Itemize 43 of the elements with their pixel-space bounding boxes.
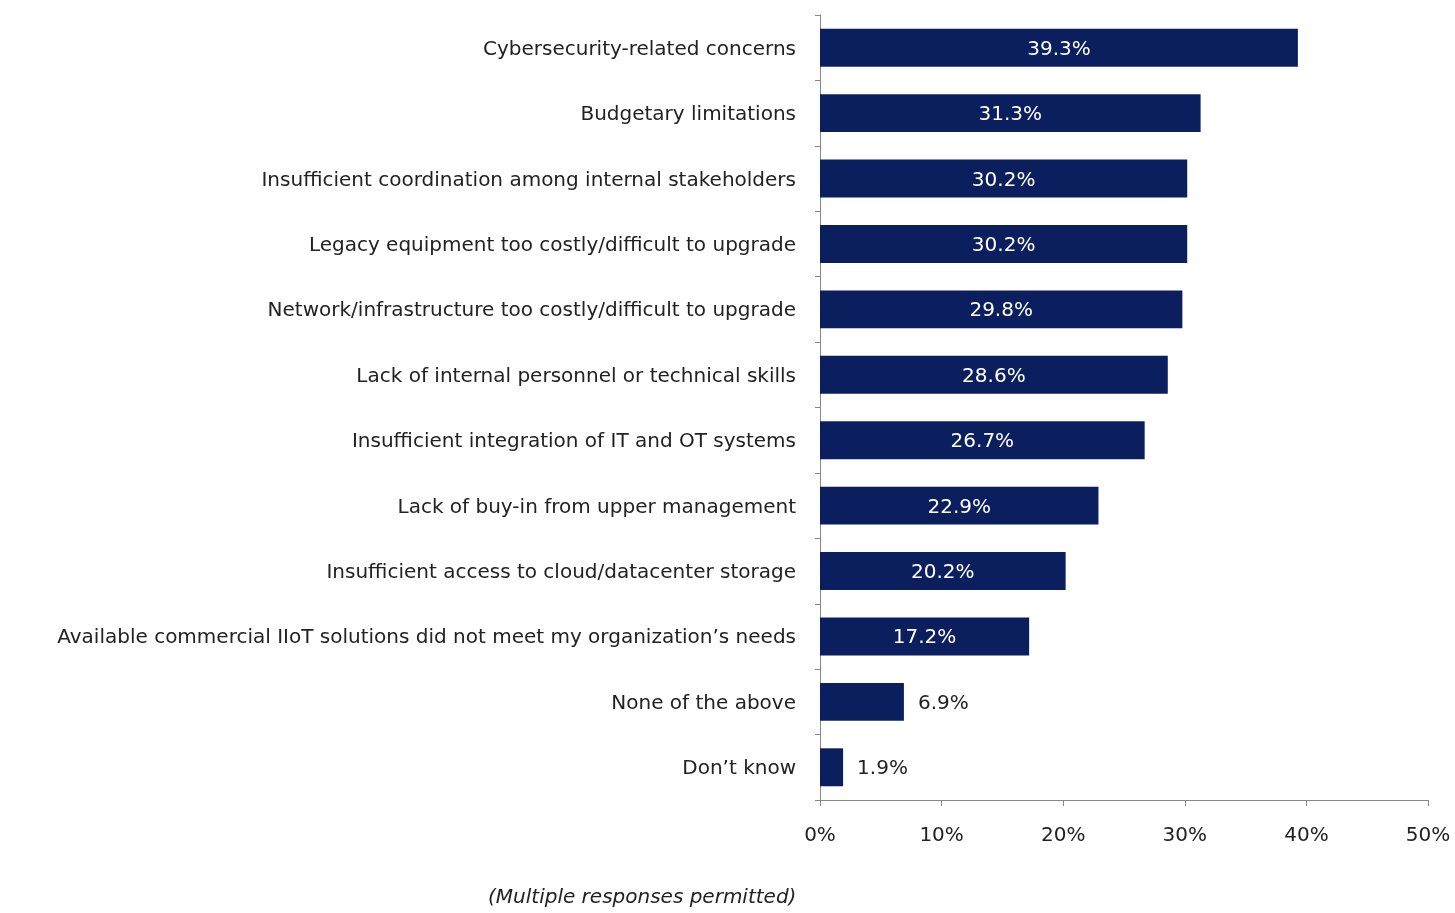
y-tick-label: Don’t know bbox=[682, 755, 796, 780]
bar bbox=[820, 748, 844, 787]
y-tick-label: Insufficient coordination among internal stakeholders bbox=[261, 166, 796, 191]
data-label: 28.6% bbox=[962, 362, 1026, 387]
bar bbox=[820, 552, 1066, 591]
data-label: 22.9% bbox=[927, 493, 992, 518]
data-label: 20.2% bbox=[911, 559, 975, 584]
data-label: 26.7% bbox=[950, 428, 1015, 453]
bar bbox=[820, 682, 904, 721]
bar bbox=[820, 486, 1099, 525]
x-tick-label: 30% bbox=[1162, 822, 1208, 846]
bar bbox=[820, 224, 1188, 263]
bar bbox=[820, 159, 1188, 198]
data-label: 29.8% bbox=[969, 297, 1033, 322]
data-label: 31.3% bbox=[978, 101, 1043, 126]
y-tick-label: Cybersecurity-related concerns bbox=[482, 35, 796, 60]
x-tick-label: 50% bbox=[1405, 822, 1451, 846]
data-label: 30.2% bbox=[971, 231, 1036, 256]
y-tick-label: Budgetary limitations bbox=[580, 101, 796, 126]
bar bbox=[820, 290, 1183, 329]
bar bbox=[820, 355, 1168, 394]
bar bbox=[820, 617, 1030, 656]
data-label: 39.3% bbox=[1027, 35, 1091, 60]
y-tick-label: Lack of internal personnel or technical skills bbox=[356, 362, 796, 387]
y-tick-label: Insufficient access to cloud/datacenter storage bbox=[326, 559, 796, 584]
data-label: 1.9% bbox=[857, 755, 908, 780]
bar bbox=[820, 28, 1298, 67]
x-tick-label: 10% bbox=[919, 822, 964, 846]
data-label: 17.2% bbox=[892, 624, 957, 649]
x-tick-label: 20% bbox=[1040, 822, 1086, 846]
y-tick-label: Lack of buy-in from upper management bbox=[397, 493, 797, 518]
y-tick-label: Insufficient integration of IT and OT systems bbox=[351, 428, 796, 453]
bar bbox=[820, 421, 1145, 460]
text: (Multiple responses permitted) bbox=[488, 884, 797, 908]
data-label: 30.2% bbox=[971, 166, 1036, 191]
bar bbox=[820, 94, 1201, 133]
y-tick-label: Legacy equipment too costly/difficult to upgrade bbox=[308, 231, 796, 256]
x-tick-label: 0% bbox=[804, 822, 836, 846]
y-tick-label: Available commercial IIoT solutions did not meet my organization’s needs bbox=[57, 624, 796, 649]
data-label: 6.9% bbox=[917, 689, 969, 714]
x-tick-label: 40% bbox=[1284, 822, 1329, 846]
y-tick-label: Network/infrastructure too costly/difficult to upgrade bbox=[267, 297, 796, 322]
y-tick-label: None of the above bbox=[611, 689, 796, 714]
